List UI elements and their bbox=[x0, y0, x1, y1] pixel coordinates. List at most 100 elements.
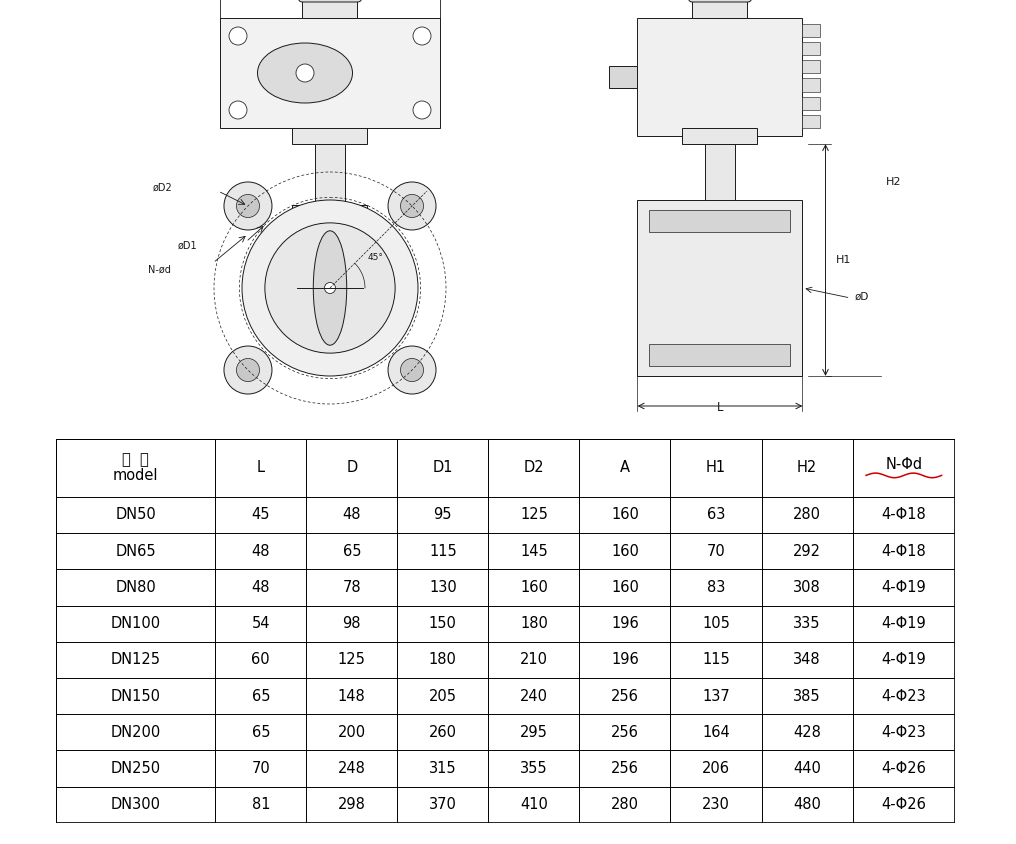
Bar bbox=[610, 66, 637, 88]
Text: 60: 60 bbox=[251, 652, 270, 668]
Text: 105: 105 bbox=[702, 616, 729, 631]
Bar bbox=[293, 128, 368, 144]
Text: DN250: DN250 bbox=[111, 761, 161, 776]
Text: 256: 256 bbox=[611, 689, 639, 704]
FancyBboxPatch shape bbox=[299, 0, 362, 2]
Circle shape bbox=[229, 101, 247, 119]
Text: 196: 196 bbox=[611, 652, 639, 668]
Text: 4-Φ18: 4-Φ18 bbox=[882, 544, 927, 559]
Text: 115: 115 bbox=[429, 544, 457, 559]
Text: 63: 63 bbox=[707, 507, 725, 522]
Bar bbox=[803, 24, 821, 37]
Text: 160: 160 bbox=[520, 580, 548, 595]
Bar bbox=[649, 344, 790, 366]
Text: H1: H1 bbox=[835, 255, 850, 265]
Text: 65: 65 bbox=[252, 689, 270, 704]
Text: 型  号: 型 号 bbox=[122, 452, 149, 468]
Text: DN50: DN50 bbox=[115, 507, 155, 522]
Text: 78: 78 bbox=[342, 580, 361, 595]
Text: 248: 248 bbox=[338, 761, 366, 776]
Text: 98: 98 bbox=[342, 616, 361, 631]
Text: 54: 54 bbox=[252, 616, 270, 631]
Text: 4-Φ19: 4-Φ19 bbox=[882, 616, 927, 631]
Text: N-ød: N-ød bbox=[148, 265, 171, 275]
Text: 4-Φ19: 4-Φ19 bbox=[882, 580, 927, 595]
Text: 4-Φ18: 4-Φ18 bbox=[882, 507, 927, 522]
Text: 205: 205 bbox=[429, 689, 457, 704]
Text: DN300: DN300 bbox=[111, 798, 161, 812]
Text: 428: 428 bbox=[793, 725, 821, 740]
Text: 355: 355 bbox=[520, 761, 548, 776]
Text: D1: D1 bbox=[433, 460, 453, 475]
Text: DN200: DN200 bbox=[111, 725, 161, 740]
Text: L: L bbox=[716, 401, 723, 414]
Text: 256: 256 bbox=[611, 725, 639, 740]
Text: 308: 308 bbox=[793, 580, 821, 595]
Text: 292: 292 bbox=[793, 544, 821, 559]
Text: 70: 70 bbox=[707, 544, 725, 559]
Text: 240: 240 bbox=[520, 689, 548, 704]
Bar bbox=[293, 205, 368, 218]
Bar bbox=[803, 42, 821, 55]
Text: 48: 48 bbox=[252, 580, 270, 595]
Text: 130: 130 bbox=[429, 580, 457, 595]
Circle shape bbox=[400, 359, 424, 381]
Text: 410: 410 bbox=[520, 798, 548, 812]
Bar bbox=[637, 18, 803, 136]
Text: DN150: DN150 bbox=[111, 689, 161, 704]
Text: 196: 196 bbox=[611, 616, 639, 631]
Text: D2: D2 bbox=[523, 460, 545, 475]
Text: 137: 137 bbox=[702, 689, 729, 704]
Text: 280: 280 bbox=[793, 507, 821, 522]
Text: 315: 315 bbox=[429, 761, 456, 776]
Circle shape bbox=[412, 27, 431, 45]
Text: 95: 95 bbox=[434, 507, 452, 522]
Bar bbox=[637, 200, 803, 376]
Bar bbox=[803, 115, 821, 127]
Text: 4-Φ23: 4-Φ23 bbox=[882, 689, 927, 704]
Circle shape bbox=[296, 64, 314, 82]
Bar bbox=[683, 205, 758, 218]
Bar bbox=[220, 18, 440, 128]
Circle shape bbox=[265, 223, 395, 353]
Text: N-Φd: N-Φd bbox=[885, 457, 923, 472]
Circle shape bbox=[388, 346, 436, 394]
Bar bbox=[315, 144, 345, 205]
Circle shape bbox=[224, 182, 272, 230]
Text: 115: 115 bbox=[702, 652, 729, 668]
Text: 4-Φ26: 4-Φ26 bbox=[882, 761, 927, 776]
Circle shape bbox=[237, 359, 259, 381]
Text: 4-Φ26: 4-Φ26 bbox=[882, 798, 927, 812]
Bar bbox=[693, 0, 748, 18]
Text: 150: 150 bbox=[429, 616, 457, 631]
Text: 4-Φ23: 4-Φ23 bbox=[882, 725, 927, 740]
FancyBboxPatch shape bbox=[689, 0, 752, 2]
Text: 65: 65 bbox=[252, 725, 270, 740]
Text: 295: 295 bbox=[520, 725, 548, 740]
Text: 180: 180 bbox=[429, 652, 457, 668]
Ellipse shape bbox=[257, 43, 353, 103]
Text: D: D bbox=[346, 460, 358, 475]
Text: 200: 200 bbox=[337, 725, 366, 740]
Circle shape bbox=[224, 346, 272, 394]
Bar bbox=[649, 210, 790, 232]
Text: 65: 65 bbox=[342, 544, 361, 559]
Circle shape bbox=[324, 283, 335, 294]
Text: A: A bbox=[620, 460, 630, 475]
Text: 440: 440 bbox=[793, 761, 821, 776]
Circle shape bbox=[242, 200, 418, 376]
Text: 480: 480 bbox=[793, 798, 821, 812]
Text: 210: 210 bbox=[520, 652, 548, 668]
Text: 45°: 45° bbox=[368, 253, 384, 262]
Text: 125: 125 bbox=[520, 507, 548, 522]
Text: 70: 70 bbox=[251, 761, 270, 776]
Bar bbox=[303, 0, 358, 18]
Ellipse shape bbox=[313, 230, 346, 345]
Circle shape bbox=[400, 194, 424, 218]
Text: 145: 145 bbox=[520, 544, 548, 559]
Text: 230: 230 bbox=[702, 798, 729, 812]
Text: 180: 180 bbox=[520, 616, 548, 631]
Text: L: L bbox=[257, 460, 265, 475]
Text: 385: 385 bbox=[793, 689, 821, 704]
Bar bbox=[803, 78, 821, 91]
